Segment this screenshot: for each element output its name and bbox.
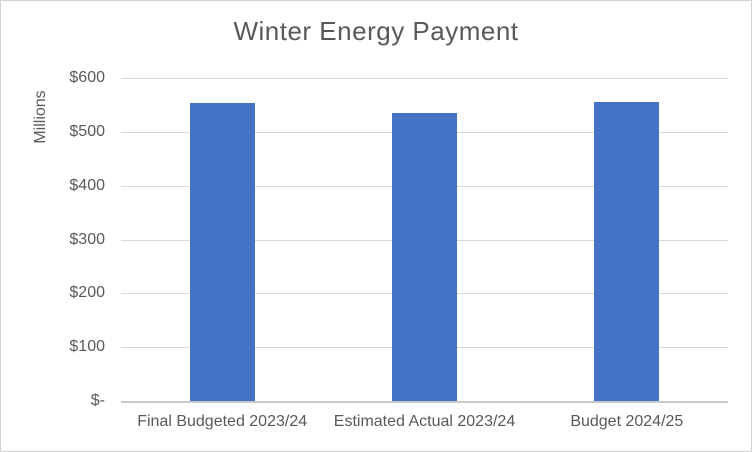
y-tick-label: $600 — [69, 69, 105, 86]
y-tick-label: $300 — [69, 230, 105, 248]
y-tick-label: $- — [90, 392, 105, 409]
bar-3 — [594, 102, 660, 401]
plot-area — [121, 78, 728, 403]
y-tick-label: $200 — [69, 284, 105, 302]
bar-1 — [189, 103, 255, 401]
x-axis-line — [121, 401, 728, 403]
y-tick-label: $400 — [69, 176, 105, 194]
y-tick-label: $100 — [69, 338, 105, 356]
x-axis-labels: Final Budgeted 2023/24 Estimated Actual 2… — [121, 412, 728, 432]
y-tick-label: $500 — [69, 122, 105, 140]
y-axis-unit-label: Millions — [32, 90, 49, 144]
gridline — [121, 78, 728, 79]
bar-2 — [392, 113, 457, 401]
x-axis-label: Estimated Actual 2023/24 — [333, 413, 516, 430]
chart-title: Winter Energy Payment — [233, 16, 519, 46]
x-axis-label: Final Budgeted 2023/24 — [137, 413, 308, 430]
x-axis-label: Budget 2024/25 — [570, 413, 684, 430]
